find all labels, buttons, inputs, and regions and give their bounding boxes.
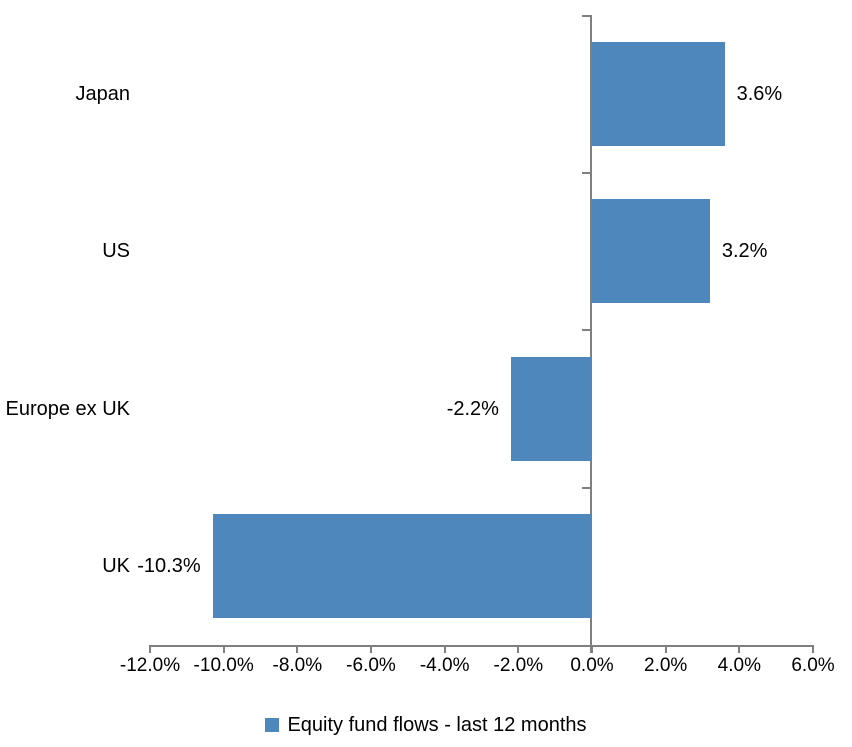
x-tick [149,645,151,653]
y-tick [582,15,590,17]
bar [510,356,592,461]
x-tick [296,645,299,653]
y-axis-line [590,15,592,653]
x-tick [812,645,814,653]
bar [592,41,725,146]
x-tick [222,645,225,653]
x-tick-label: -2.0% [493,655,544,676]
x-tick [517,645,520,653]
category-label: UK [102,555,130,578]
legend-label: Equity fund flows - last 12 months [287,713,587,736]
x-tick-label: 6.0% [791,655,835,676]
category-label: US [102,240,130,263]
x-tick-label: -4.0% [419,655,470,676]
x-tick-label: -12.0% [119,655,181,676]
y-tick [582,329,590,331]
x-tick [664,645,667,653]
data-label: -2.2% [446,397,499,420]
category-label: Europe ex UK [5,397,130,420]
bar [212,514,592,619]
x-tick [738,645,741,653]
x-tick [591,645,593,653]
x-tick-label: 0.0% [570,655,614,676]
legend-swatch [265,718,280,732]
y-tick [582,171,590,174]
data-label: 3.6% [736,82,783,105]
x-tick-label: 4.0% [717,655,761,676]
x-tick [443,645,446,653]
x-axis-line [149,645,814,647]
bar [592,199,710,304]
x-tick-label: -6.0% [346,655,396,676]
y-tick [582,486,590,489]
data-label: 3.2% [721,240,768,263]
x-tick-label: -8.0% [272,655,323,676]
x-tick-label: -10.0% [193,655,254,676]
data-label: -10.3% [137,555,201,578]
x-tick [370,645,372,653]
category-label: Japan [75,82,131,105]
x-tick-label: 2.0% [644,655,688,676]
legend: Equity fund flows - last 12 months [0,711,852,739]
